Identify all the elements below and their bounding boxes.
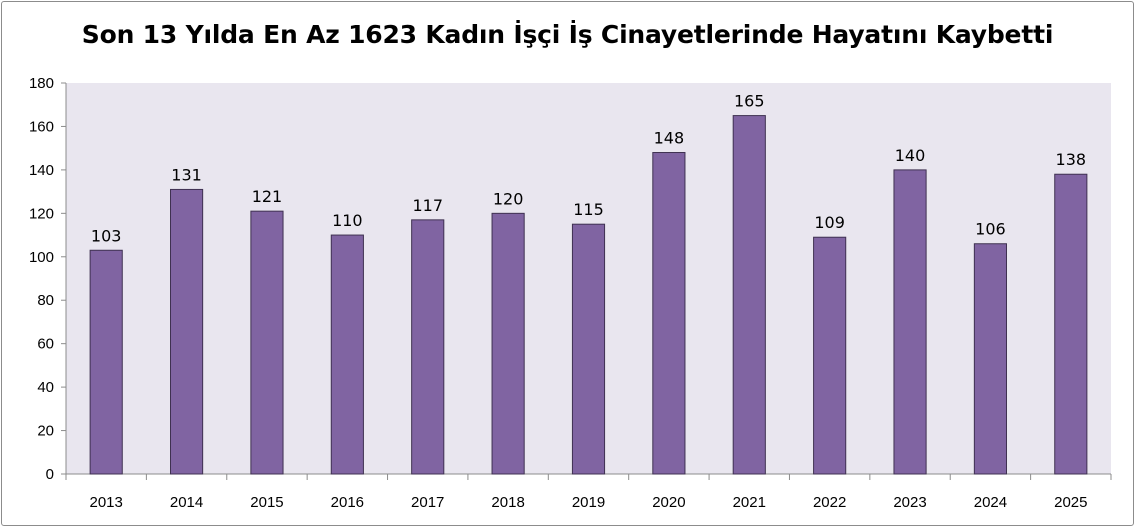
bar-2023 — [893, 169, 927, 475]
x-tick-label: 2024 — [974, 494, 1007, 511]
y-tick-label: 100 — [29, 249, 54, 266]
bar-2017 — [411, 219, 445, 475]
y-tick-label: 80 — [37, 292, 54, 309]
data-label: 138 — [1056, 150, 1087, 169]
y-tick-label: 0 — [46, 466, 54, 483]
data-label: 110 — [332, 211, 363, 230]
data-label: 103 — [91, 226, 122, 245]
x-tick-label: 2023 — [893, 494, 926, 511]
bar-2014 — [170, 188, 204, 475]
x-tick-label: 2025 — [1054, 494, 1087, 511]
data-label: 131 — [171, 165, 202, 184]
chart-title: Son 13 Yılda En Az 1623 Kadın İşçi İş Ci… — [81, 20, 1054, 49]
data-label: 148 — [654, 129, 685, 148]
data-label: 120 — [493, 189, 524, 208]
x-tick-label: 2016 — [331, 494, 364, 511]
data-label: 121 — [252, 187, 283, 206]
y-tick-label: 140 — [29, 162, 54, 179]
x-tick-label: 2020 — [652, 494, 685, 511]
y-tick-label: 120 — [29, 205, 54, 222]
data-label: 106 — [975, 220, 1006, 239]
x-tick-label: 2014 — [170, 494, 203, 511]
bar-2015 — [250, 210, 284, 475]
x-tick-label: 2013 — [90, 494, 123, 511]
bar-2024 — [973, 243, 1007, 475]
data-label: 109 — [814, 213, 845, 232]
y-tick-label: 20 — [37, 423, 54, 440]
x-tick-label: 2015 — [250, 494, 283, 511]
data-label: 140 — [895, 146, 926, 165]
x-tick-label: 2017 — [411, 494, 444, 511]
data-label: 117 — [412, 196, 443, 215]
x-tick-label: 2021 — [733, 494, 766, 511]
bar-2020 — [652, 152, 686, 475]
x-tick-label: 2019 — [572, 494, 605, 511]
x-tick-label: 2018 — [491, 494, 524, 511]
bar-2022 — [813, 236, 847, 475]
data-label: 165 — [734, 92, 765, 111]
y-tick-label: 60 — [37, 336, 54, 353]
bar-2025 — [1054, 173, 1088, 475]
y-tick-label: 160 — [29, 118, 54, 135]
y-tick-label: 180 — [29, 75, 54, 92]
bar-2013 — [89, 249, 123, 475]
y-tick-label: 40 — [37, 379, 54, 396]
bar-2018 — [491, 212, 525, 475]
bar-2021 — [732, 115, 766, 475]
bar-2016 — [330, 234, 364, 475]
x-tick-label: 2022 — [813, 494, 846, 511]
bar-2019 — [571, 223, 606, 475]
data-label: 115 — [573, 200, 604, 219]
